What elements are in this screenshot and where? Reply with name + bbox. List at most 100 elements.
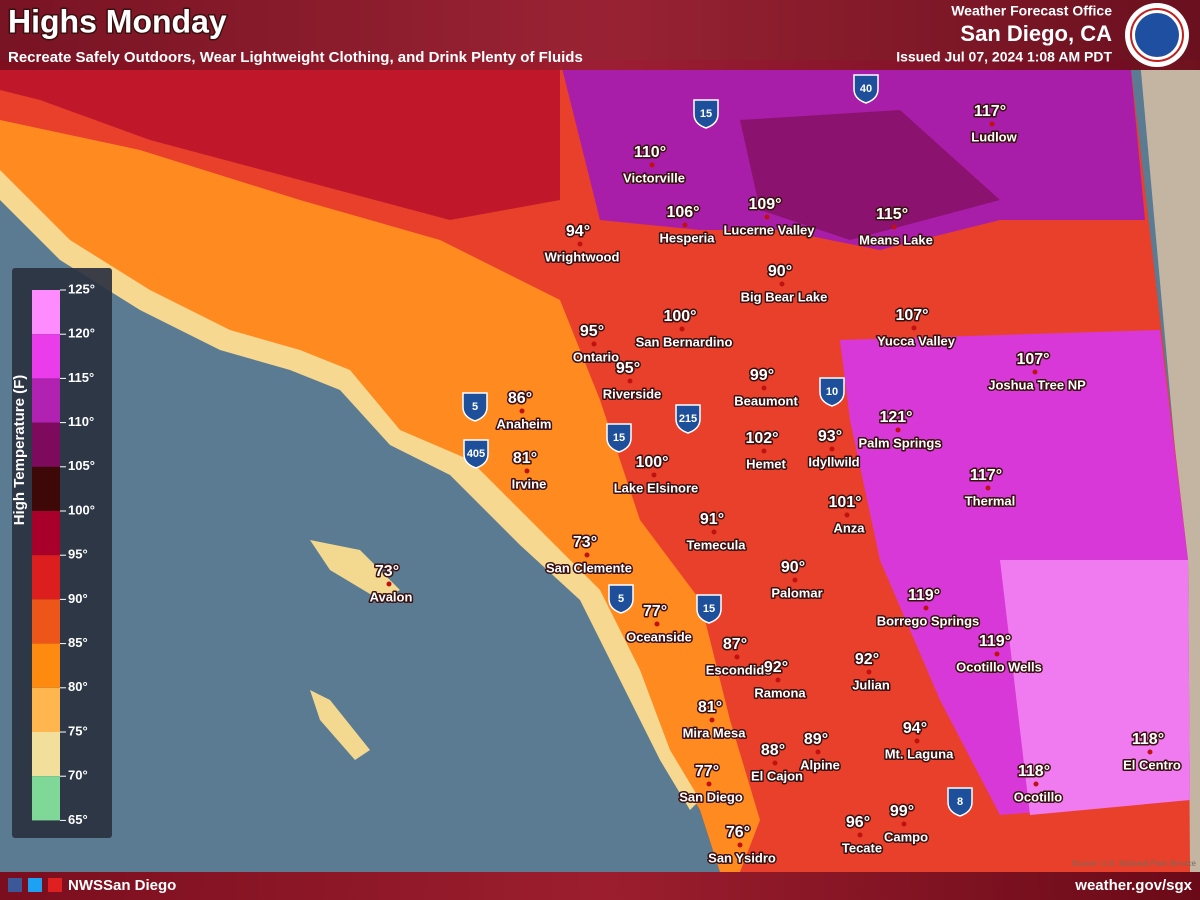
city-dot: [923, 605, 929, 611]
city-dot: [911, 325, 917, 331]
footer: [0, 872, 1200, 900]
city-dot: [779, 281, 785, 287]
legend-label: 80°: [68, 679, 88, 694]
city-name: Avalon: [370, 589, 413, 604]
legend-swatch: [32, 555, 60, 600]
city-temp: 119°: [908, 587, 940, 604]
city-dot: [1147, 749, 1153, 755]
city-name: Lake Elsinore: [614, 480, 699, 495]
city-temp: 90°: [781, 559, 805, 576]
city-temp: 95°: [616, 360, 640, 377]
website[interactable]: weather.gov/sgx: [1074, 877, 1192, 894]
highway-shield: [696, 594, 722, 624]
city-name: Anza: [833, 520, 865, 535]
city-temp: 88°: [761, 742, 785, 759]
city-name: Mira Mesa: [683, 725, 747, 740]
legend-swatch: [32, 334, 60, 379]
city-dot: [792, 577, 798, 583]
city-temp: 93°: [818, 428, 842, 445]
city-name: Hemet: [746, 456, 786, 471]
legend-label: 95°: [68, 547, 88, 562]
city-dot: [524, 468, 530, 474]
city-dot: [679, 326, 685, 332]
nws-logo: [1125, 3, 1189, 67]
city-name: San Clemente: [546, 560, 632, 575]
highway-label: 15: [613, 432, 625, 444]
city-name: Ocotillo Wells: [956, 659, 1042, 674]
legend-swatch: [32, 378, 60, 423]
city-temp: 107°: [895, 307, 928, 324]
city-dot: [627, 378, 633, 384]
legend-label: 125°: [68, 281, 95, 296]
city-dot: [591, 341, 597, 347]
city-temp: 109°: [748, 196, 781, 213]
legend-label: 115°: [68, 370, 94, 385]
highway-shield: [463, 439, 489, 469]
legend-label: 75°: [68, 723, 88, 738]
subtitle: Recreate Safely Outdoors, Wear Lightweig…: [8, 49, 583, 66]
city-dot: [1033, 781, 1039, 787]
city-temp: 117°: [974, 103, 1006, 120]
highway-label: 8: [957, 796, 963, 808]
city-name: Temecula: [686, 537, 746, 552]
city-temp: 94°: [903, 720, 927, 737]
legend-swatch: [32, 290, 60, 335]
city-name: Irvine: [512, 476, 547, 491]
legend-swatch: [32, 511, 60, 556]
city-temp: 73°: [573, 534, 597, 551]
city-temp: 119°: [979, 633, 1011, 650]
city-dot: [866, 669, 872, 675]
city-name: Yucca Valley: [877, 333, 956, 348]
city-name: Ludlow: [971, 129, 1017, 144]
city-name: San Ysidro: [708, 850, 776, 865]
legend-label: 70°: [68, 768, 88, 783]
city-name: Big Bear Lake: [741, 289, 828, 304]
city-temp: 90°: [768, 263, 792, 280]
legend-swatch: [32, 732, 60, 777]
legend-title: High Temperature (F): [11, 375, 28, 526]
city-name: Riverside: [603, 386, 662, 401]
highway-label: 5: [618, 593, 624, 605]
island: [310, 540, 400, 600]
city-temp: 110°: [634, 144, 666, 161]
city-temp: 100°: [663, 308, 696, 325]
highway-label: 40: [860, 83, 872, 95]
city-name: Ocotillo: [1014, 789, 1062, 804]
highway-label: 15: [700, 108, 712, 120]
city-dot: [764, 214, 770, 220]
city-name: Ontario: [573, 349, 619, 364]
legend-label: 110°: [68, 414, 94, 429]
social[interactable]: NWSSan Diego: [68, 877, 176, 894]
map: 117°Ludlow110°Victorville106°Hesperia109…: [0, 60, 1200, 872]
city-name: Campo: [884, 829, 928, 844]
city-temp: 92°: [764, 659, 788, 676]
city-name: San Bernardino: [636, 334, 733, 349]
city-dot: [649, 162, 655, 168]
city-name: Palm Springs: [858, 435, 941, 450]
city-temp: 99°: [890, 803, 914, 820]
city-name: Victorville: [623, 170, 685, 185]
city-name: Ramona: [754, 685, 806, 700]
city-temp: 81°: [513, 450, 537, 467]
city-name: Thermal: [965, 493, 1016, 508]
city-name: Borrego Springs: [877, 613, 980, 628]
social-icons: [8, 878, 62, 892]
island: [310, 690, 370, 760]
city-temp: 73°: [375, 563, 399, 580]
city-temp: 118°: [1132, 731, 1164, 748]
land: [740, 110, 1000, 240]
city-dot: [844, 512, 850, 518]
source: Source: U.S. National Park Service: [1072, 859, 1197, 868]
city-dot: [761, 448, 767, 454]
legend-label: 90°: [68, 591, 88, 606]
city-name: Tecate: [842, 840, 882, 855]
city-name: Means Lake: [859, 232, 933, 247]
highway-shield: [608, 584, 634, 614]
city-dot: [985, 485, 991, 491]
city-temp: 100°: [635, 454, 668, 471]
city-name: Beaumont: [734, 393, 798, 408]
city-name: Lucerne Valley: [723, 222, 815, 237]
header: [0, 0, 1200, 70]
city-temp: 117°: [970, 467, 1002, 484]
